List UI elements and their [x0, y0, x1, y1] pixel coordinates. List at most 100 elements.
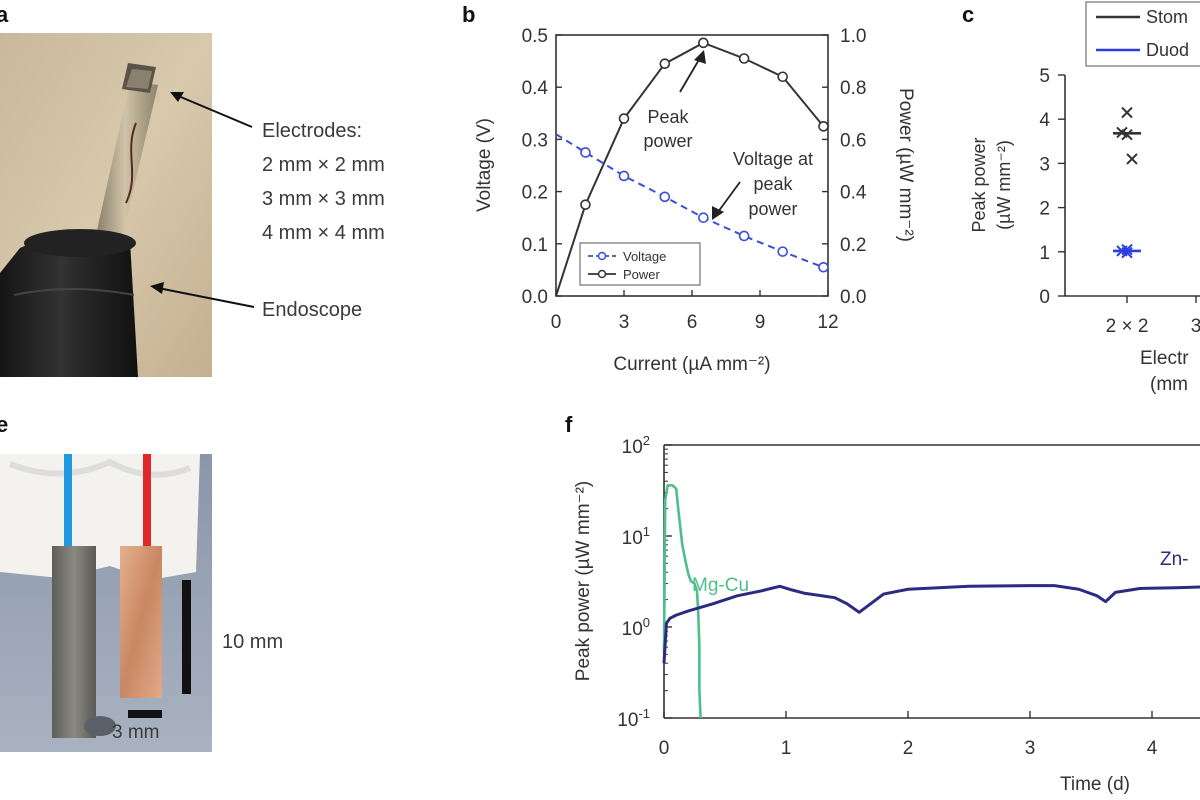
power-point	[698, 37, 709, 49]
y-tick-label: 3	[1039, 154, 1050, 175]
power-point	[618, 113, 630, 124]
y-tick-label: 0.3	[522, 130, 548, 151]
y-tick-label: 102	[622, 433, 650, 458]
panel-label-f: f	[565, 412, 573, 437]
peak-power-arrow	[679, 57, 701, 93]
legend-voltage: Voltage	[623, 249, 666, 264]
arrowhead-icon	[694, 50, 706, 64]
voltage-series-line	[555, 133, 824, 269]
peak-power-label-1: Peak	[647, 107, 689, 127]
y-tick-label: 4	[1039, 110, 1050, 131]
x-tick-label: 6	[687, 312, 698, 333]
y-tick-label: 101	[622, 524, 650, 549]
panel-label-c: c	[962, 2, 975, 27]
peak-power-label-2: power	[643, 131, 692, 151]
y-tick-label: 100	[622, 615, 650, 640]
y2-tick-label: 0.2	[840, 235, 866, 256]
power-point	[659, 58, 671, 70]
y2-tick-label: 0.8	[840, 78, 866, 99]
y-tick-label: 5	[1039, 66, 1050, 87]
x-tick-label: 3	[1025, 738, 1036, 759]
legend-power: Power	[623, 267, 661, 282]
electrode-size-2: 3 mm × 3 mm	[262, 188, 385, 210]
peak-power-scatter: 0 1 2 3 4 5 2 × 2 3 Stom Duod Peak power (µW mm…	[969, 1, 1200, 395]
electrode-strips-photo	[0, 454, 212, 752]
y-tick-label: 10-1	[617, 706, 650, 731]
y-axis-label: Peak power (µW mm⁻²)	[573, 481, 594, 681]
stomach-point	[1121, 106, 1133, 119]
x-tick-label: 1	[781, 738, 792, 759]
legend-duodenum: Duod	[1146, 40, 1189, 60]
voltage-point	[659, 191, 671, 203]
y-axis-label-1: Peak power	[969, 137, 989, 232]
legend: Stom Duod	[1085, 1, 1200, 67]
voltage-point	[818, 261, 829, 273]
voltage-at-peak-label-2: peak	[753, 174, 793, 194]
scale-bar-3mm-label: 3 mm	[112, 722, 160, 743]
endoscope-label: Endoscope	[262, 299, 363, 321]
power-point	[818, 121, 829, 132]
stomach-point	[1126, 153, 1138, 165]
power-series-line	[555, 41, 825, 297]
x-tick-label: 0	[659, 738, 670, 759]
y-tick-label: 1	[1039, 243, 1050, 264]
peak-power-time-chart: 0 1 2 3 4 102 101 100 10-1 Mg-Cu Zn- Time (d) Pe…	[573, 433, 1200, 795]
arrowhead-icon	[712, 206, 724, 220]
x-axis-label: Current (µA mm⁻²)	[613, 354, 770, 375]
x-axis-label: Time (d)	[1060, 774, 1130, 795]
voltage-point	[777, 246, 788, 257]
x-tick-label: 3	[1191, 316, 1200, 337]
scale-bar-10mm-label: 10 mm	[222, 631, 284, 653]
x-tick-label: 3	[619, 312, 630, 333]
mgcu-label: Mg-Cu	[692, 575, 749, 596]
y-tick-label: 0.4	[522, 78, 549, 99]
stomach-point	[1121, 128, 1133, 141]
y-tick-label: 0	[1039, 287, 1050, 308]
legend: Voltage Power	[579, 242, 701, 286]
mgcu-series-line	[662, 484, 702, 719]
electrode-size-1: 2 mm × 2 mm	[262, 154, 385, 176]
y-tick-label: 2	[1039, 199, 1050, 220]
zn-series-line	[662, 584, 1200, 664]
x-axis-label-1: Electr	[1140, 348, 1189, 369]
x-tick-label: 4	[1147, 738, 1158, 759]
y-tick-label: 0.0	[522, 287, 548, 308]
voltage-point	[698, 212, 709, 223]
power-point	[777, 71, 788, 83]
y-tick-label: 0.1	[522, 235, 548, 256]
panel-label-b: b	[462, 2, 476, 27]
electrode-size-3: 4 mm × 4 mm	[262, 222, 385, 244]
voltage-point	[738, 230, 750, 242]
power-point	[580, 199, 591, 210]
arrowhead-icon	[150, 282, 164, 294]
voltage-power-chart: 0 3 6 9 120.00.10.20.30.40.50.00.20.40.60.81…	[474, 26, 916, 375]
y2-tick-label: 0.0	[840, 287, 866, 308]
duodenum-point	[1121, 246, 1133, 259]
electrodes-label: Electrodes: 2 mm × 2 mm 3 mm × 3 mm 4 mm…	[262, 114, 385, 250]
y-tick-label: 0.5	[522, 26, 548, 47]
electrodes-title: Electrodes:	[262, 120, 363, 142]
legend-stomach: Stom	[1146, 7, 1188, 27]
voltage-at-peak-label-1: Voltage at	[733, 149, 813, 169]
voltage-at-peak-label-3: power	[748, 199, 797, 219]
x-tick-label: 0	[551, 312, 562, 333]
voltage-at-peak-arrow	[717, 181, 741, 213]
y2-tick-label: 0.6	[840, 130, 866, 151]
voltage-point	[580, 147, 591, 158]
x-axis-label-2: (mm	[1150, 374, 1188, 395]
power-point	[738, 53, 750, 64]
x-tick-label: 2 × 2	[1106, 316, 1149, 337]
arrowhead-icon	[170, 92, 184, 102]
x-tick-label: 12	[817, 312, 838, 333]
y-axis-label-2: (µW mm⁻²)	[994, 140, 1014, 230]
panel-label-a: a	[0, 2, 9, 27]
x-tick-label: 9	[755, 312, 766, 333]
zn-label: Zn-	[1160, 549, 1189, 570]
y-axis-label: Voltage (V)	[474, 118, 495, 212]
endoscope-photo	[0, 33, 212, 377]
y2-axis-label: Power (µW mm⁻²)	[895, 88, 916, 242]
y-tick-label: 0.2	[522, 183, 548, 204]
panel-a-arrows	[150, 92, 255, 308]
y2-tick-label: 1.0	[840, 26, 866, 47]
x-tick-label: 2	[903, 738, 914, 759]
